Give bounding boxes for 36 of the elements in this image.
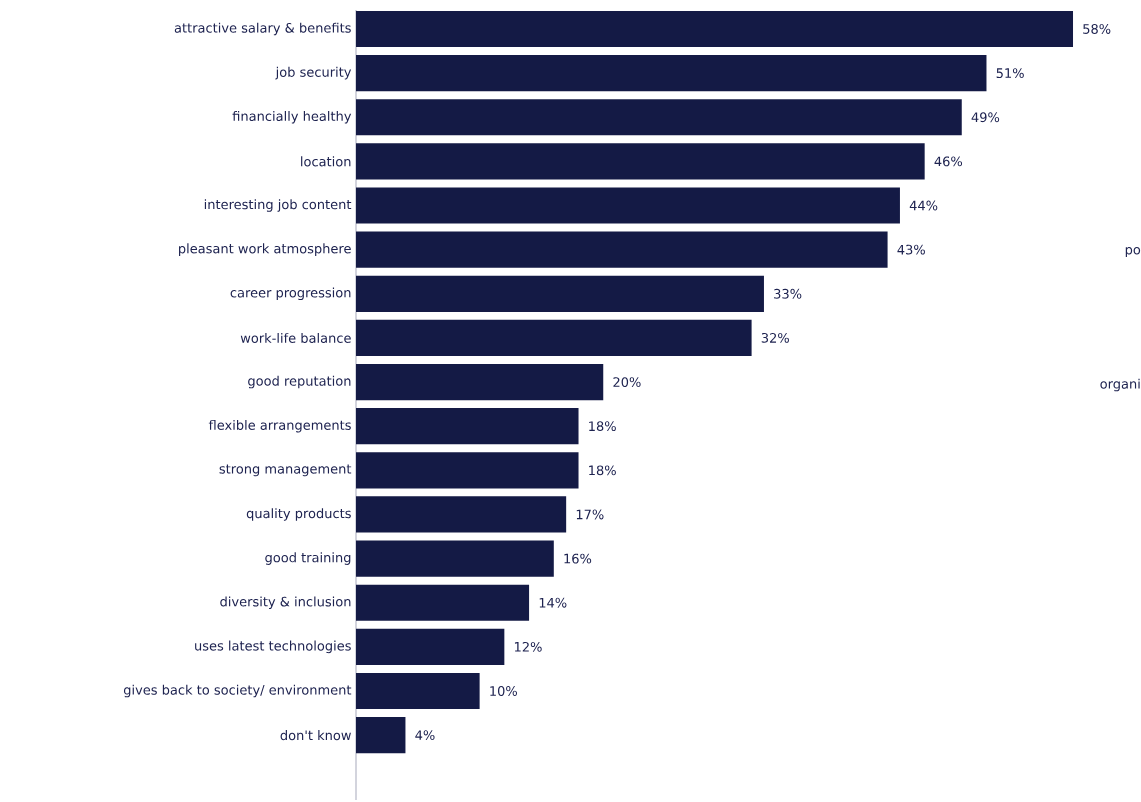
data-label: 16% <box>564 553 592 564</box>
data-label: 20% <box>613 377 641 387</box>
y-tick-label: good reputation <box>248 375 351 389</box>
data-label: 46% <box>934 156 963 167</box>
y-tick-label: don't know <box>280 730 351 741</box>
y-tick-label: pleasant work atmosphere <box>179 243 351 256</box>
y-tick-label: attractive salary & benefits <box>174 22 351 36</box>
data-label: 58% <box>1083 24 1111 34</box>
y-tick-label: uses latest technologies <box>195 640 351 654</box>
data-label: 17% <box>576 509 604 520</box>
y-tick-label: financially healthy <box>232 110 352 124</box>
data-label: 18% <box>589 465 616 476</box>
y-tick-label: good training <box>265 552 351 565</box>
y-tick-label: flexible arrangements <box>208 419 351 433</box>
y-tick-label: career progression <box>230 287 351 301</box>
y-tick-label: job security <box>275 66 352 80</box>
text: organi <box>1100 378 1140 392</box>
data-label: 14% <box>539 597 567 608</box>
y-tick-label: work-life balance <box>240 332 351 343</box>
y-tick-label: diversity & inclusion <box>220 596 351 610</box>
data-label: 51% <box>996 68 1024 79</box>
data-label: 32% <box>761 333 789 343</box>
data-label: 44% <box>909 200 938 211</box>
data-label: 10% <box>490 686 517 696</box>
y-tick-label: interesting job content <box>204 199 352 212</box>
text: po <box>1125 247 1141 257</box>
y-tick-label: strong management <box>219 464 352 477</box>
y-tick-label: gives back to society/ environment <box>123 684 352 698</box>
data-label: 12% <box>514 641 542 652</box>
data-label: 4% <box>415 730 435 741</box>
y-tick-label: quality products <box>246 508 351 521</box>
data-label: 49% <box>971 112 1000 123</box>
data-label: 18% <box>589 421 616 432</box>
data-label: 43% <box>897 244 925 255</box>
data-label: 33% <box>774 288 802 299</box>
y-tick-label: location <box>301 156 351 167</box>
